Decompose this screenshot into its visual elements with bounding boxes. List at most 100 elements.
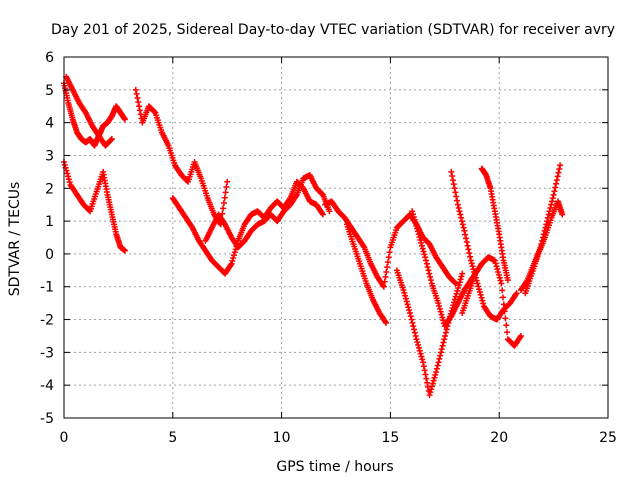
data-point bbox=[419, 245, 426, 252]
data-point bbox=[495, 268, 502, 275]
data-point bbox=[452, 293, 459, 300]
data-point bbox=[442, 329, 449, 336]
data-point bbox=[430, 377, 437, 384]
data-point bbox=[406, 309, 413, 316]
data-point bbox=[497, 277, 504, 284]
y-tick-label: 3 bbox=[45, 148, 54, 164]
data-point bbox=[412, 332, 419, 339]
data-point bbox=[385, 254, 392, 261]
data-point bbox=[108, 136, 115, 143]
data-point bbox=[456, 208, 463, 215]
data-point bbox=[423, 260, 430, 267]
data-point bbox=[420, 359, 427, 366]
data-point bbox=[319, 210, 326, 217]
data-point bbox=[438, 311, 445, 318]
data-point bbox=[418, 239, 425, 246]
data-point bbox=[409, 211, 416, 218]
data-point bbox=[474, 280, 481, 287]
data-point bbox=[227, 261, 234, 268]
data-point bbox=[417, 350, 424, 357]
x-tick-label: 10 bbox=[273, 430, 291, 446]
data-point bbox=[229, 257, 236, 264]
data-point bbox=[423, 257, 430, 264]
data-point bbox=[548, 201, 555, 208]
y-tick-label: -2 bbox=[40, 313, 54, 329]
data-point bbox=[415, 231, 422, 238]
data-point bbox=[416, 347, 423, 354]
data-point bbox=[409, 208, 416, 215]
data-point bbox=[496, 274, 503, 281]
data-point bbox=[513, 290, 520, 297]
data-point bbox=[468, 260, 475, 267]
data-point bbox=[401, 289, 408, 296]
data-point bbox=[440, 339, 447, 346]
data-point bbox=[458, 273, 465, 280]
data-points bbox=[61, 73, 566, 399]
data-point bbox=[414, 225, 421, 232]
data-point bbox=[559, 211, 566, 218]
x-tick-label: 0 bbox=[60, 430, 69, 446]
chart-title: Day 201 of 2025, Sidereal Day-to-day VTE… bbox=[51, 22, 615, 38]
data-point bbox=[448, 168, 455, 175]
data-point bbox=[427, 273, 434, 280]
data-point bbox=[461, 227, 468, 234]
data-point bbox=[414, 339, 421, 346]
data-point bbox=[133, 90, 140, 97]
data-point bbox=[416, 234, 423, 241]
data-point bbox=[557, 162, 564, 169]
data-point bbox=[413, 222, 420, 229]
data-point bbox=[437, 308, 444, 315]
data-point bbox=[500, 301, 507, 308]
data-point bbox=[406, 307, 413, 314]
data-point bbox=[480, 300, 487, 307]
data-point bbox=[464, 242, 471, 249]
data-point bbox=[475, 283, 482, 290]
data-point bbox=[457, 276, 464, 283]
y-tick-label: 6 bbox=[45, 50, 54, 66]
data-point bbox=[547, 204, 554, 211]
data-point bbox=[380, 282, 387, 289]
data-point bbox=[453, 290, 460, 297]
data-point bbox=[495, 271, 502, 278]
data-point bbox=[231, 252, 237, 259]
data-point bbox=[383, 319, 390, 326]
data-point bbox=[64, 170, 71, 177]
data-point bbox=[437, 349, 444, 356]
data-point bbox=[65, 173, 72, 180]
data-point bbox=[61, 161, 68, 168]
data-point bbox=[453, 193, 460, 200]
data-point bbox=[411, 216, 418, 223]
y-tick-label: 5 bbox=[45, 83, 54, 99]
data-point bbox=[427, 277, 434, 284]
data-point bbox=[382, 273, 389, 280]
data-point bbox=[469, 263, 476, 270]
data-point bbox=[476, 286, 483, 293]
data-point bbox=[380, 283, 387, 290]
data-point bbox=[436, 355, 443, 362]
data-point bbox=[501, 308, 508, 315]
data-point bbox=[422, 254, 429, 261]
data-point bbox=[418, 242, 425, 249]
data-point bbox=[517, 332, 524, 339]
data-point bbox=[493, 263, 500, 270]
data-point bbox=[423, 375, 430, 382]
data-point bbox=[417, 236, 424, 243]
data-point bbox=[420, 248, 427, 255]
data-point bbox=[442, 332, 449, 339]
data-point bbox=[411, 329, 418, 336]
x-tick-label: 25 bbox=[599, 430, 617, 446]
data-point bbox=[424, 379, 431, 386]
data-point bbox=[477, 291, 484, 298]
data-point bbox=[466, 250, 473, 257]
data-point bbox=[421, 251, 428, 258]
data-point bbox=[424, 264, 431, 271]
data-point bbox=[425, 267, 432, 274]
data-point bbox=[121, 247, 128, 254]
data-point bbox=[439, 314, 446, 321]
y-tick-label: -4 bbox=[40, 378, 54, 394]
data-point bbox=[440, 317, 447, 324]
data-point bbox=[412, 219, 419, 226]
data-point bbox=[228, 260, 235, 267]
data-point bbox=[433, 369, 440, 376]
data-point bbox=[402, 295, 409, 302]
